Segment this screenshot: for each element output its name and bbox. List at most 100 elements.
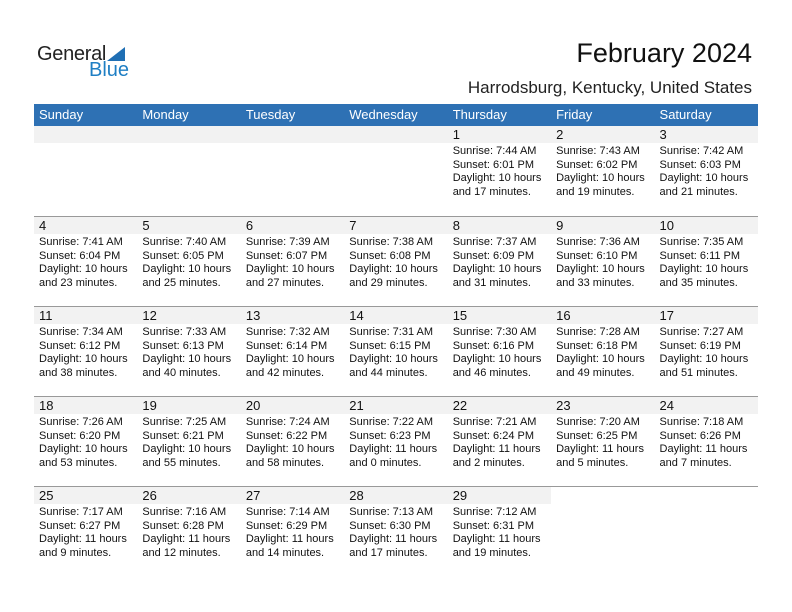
day-cell: 26 Sunrise: 7:16 AM Sunset: 6:28 PM Dayligh… — [137, 487, 241, 576]
sunrise-text: Sunrise: 7:33 AM — [142, 326, 227, 338]
weekday-wednesday: Wednesday — [349, 107, 418, 122]
day-number — [344, 126, 448, 143]
daylight2-text: and 0 minutes. — [349, 456, 422, 469]
sun-info: Sunrise: 7:27 AM Sunset: 6:19 PM Daylight:… — [655, 324, 758, 380]
sunrise-text: Sunrise: 7:31 AM — [349, 326, 434, 338]
sunset-text: Sunset: 6:27 PM — [39, 519, 121, 532]
daylight1-text: Daylight: 10 hours — [452, 263, 542, 275]
week-row: 4 Sunrise: 7:41 AM Sunset: 6:04 PM Daylight… — [34, 216, 758, 306]
weekday-saturday: Saturday — [659, 107, 712, 122]
sunset-text: Sunset: 6:14 PM — [245, 339, 328, 352]
daylight2-text: and 12 minutes. — [142, 546, 221, 559]
sun-info: Sunrise: 7:31 AM Sunset: 6:15 PM Daylight:… — [344, 324, 447, 380]
daylight2-text: and 17 minutes. — [349, 546, 428, 559]
day-cell: 11 Sunrise: 7:34 AM Sunset: 6:12 PM Dayligh… — [34, 307, 138, 396]
daylight1-text: Daylight: 10 hours — [452, 353, 542, 365]
daylight1-text: Daylight: 10 hours — [142, 353, 232, 365]
day-number: 2 — [551, 126, 655, 143]
daylight2-text: and 27 minutes. — [245, 276, 325, 289]
weekday-header: Sunday Monday Tuesday Wednesday Thursday Frid… — [34, 104, 758, 126]
day-number: 25 — [34, 487, 138, 504]
calendar-grid: Sunday Monday Tuesday Wednesday Thursday Frid… — [34, 104, 758, 576]
sun-info: Sunrise: 7:28 AM Sunset: 6:18 PM Daylight:… — [551, 324, 654, 380]
day-number: 23 — [551, 397, 655, 414]
day-number: 11 — [34, 307, 138, 324]
sun-info: Sunrise: 7:38 AM Sunset: 6:08 PM Daylight:… — [344, 234, 447, 290]
week-row: 1 Sunrise: 7:44 AM Sunset: 6:01 PM Daylight… — [34, 126, 758, 216]
sunrise-text: Sunrise: 7:40 AM — [142, 236, 227, 248]
sunset-text: Sunset: 6:07 PM — [245, 249, 328, 262]
day-number: 28 — [344, 487, 448, 504]
day-cell: 20 Sunrise: 7:24 AM Sunset: 6:22 PM Dayligh… — [240, 397, 345, 486]
sunset-text: Sunset: 6:28 PM — [142, 519, 224, 532]
sunrise-text: Sunrise: 7:12 AM — [452, 506, 537, 518]
sun-info: Sunrise: 7:30 AM Sunset: 6:16 PM Daylight:… — [448, 324, 551, 380]
day-number: 16 — [551, 307, 655, 324]
day-cell: 19 Sunrise: 7:25 AM Sunset: 6:21 PM Dayligh… — [137, 397, 241, 486]
week-row: 18 Sunrise: 7:26 AM Sunset: 6:20 PM Dayligh… — [34, 396, 758, 486]
sunset-text: Sunset: 6:15 PM — [349, 339, 431, 352]
day-number: 18 — [34, 397, 138, 414]
daylight1-text: Daylight: 11 hours — [349, 443, 438, 455]
daylight1-text: Daylight: 10 hours — [556, 353, 645, 365]
sun-info: Sunrise: 7:13 AM Sunset: 6:30 PM Daylight:… — [344, 504, 447, 560]
sun-info: Sunrise: 7:20 AM Sunset: 6:25 PM Daylight:… — [551, 414, 654, 470]
daylight1-text: Daylight: 10 hours — [349, 263, 438, 275]
daylight2-text: and 31 minutes. — [452, 276, 531, 289]
daylight2-text: and 55 minutes. — [142, 456, 221, 469]
daylight2-text: and 2 minutes. — [452, 456, 525, 469]
sun-info: Sunrise: 7:21 AM Sunset: 6:24 PM Daylight:… — [448, 414, 551, 470]
daylight2-text: and 29 minutes. — [349, 276, 428, 289]
sunrise-text: Sunrise: 7:44 AM — [452, 145, 537, 157]
empty-cell — [551, 487, 654, 576]
day-cell: 25 Sunrise: 7:17 AM Sunset: 6:27 PM Dayligh… — [34, 487, 138, 576]
sunrise-text: Sunrise: 7:35 AM — [659, 236, 744, 248]
day-cell: 7 Sunrise: 7:38 AM Sunset: 6:08 PM Daylight… — [344, 217, 448, 306]
daylight1-text: Daylight: 10 hours — [245, 353, 335, 365]
day-number: 20 — [240, 397, 345, 414]
day-number: 19 — [137, 397, 241, 414]
day-number — [137, 126, 241, 143]
sunset-text: Sunset: 6:18 PM — [556, 339, 638, 352]
day-number: 1 — [447, 126, 552, 143]
daylight1-text: Daylight: 11 hours — [452, 533, 541, 545]
sun-info: Sunrise: 7:26 AM Sunset: 6:20 PM Daylight:… — [34, 414, 137, 470]
daylight1-text: Daylight: 10 hours — [39, 263, 128, 275]
daylight2-text: and 33 minutes. — [556, 276, 635, 289]
logo: General Blue — [37, 43, 137, 83]
sun-info: Sunrise: 7:42 AM Sunset: 6:03 PM Daylight:… — [655, 143, 758, 199]
sunrise-text: Sunrise: 7:13 AM — [349, 506, 434, 518]
empty-cell — [655, 487, 758, 576]
daylight1-text: Daylight: 10 hours — [39, 443, 128, 455]
sunrise-text: Sunrise: 7:30 AM — [452, 326, 537, 338]
daylight2-text: and 49 minutes. — [556, 366, 635, 379]
sun-info: Sunrise: 7:44 AM Sunset: 6:01 PM Daylight:… — [448, 143, 551, 199]
sun-info: Sunrise: 7:36 AM Sunset: 6:10 PM Daylight:… — [551, 234, 654, 290]
sun-info: Sunrise: 7:12 AM Sunset: 6:31 PM Daylight:… — [448, 504, 551, 560]
day-cell: 13 Sunrise: 7:32 AM Sunset: 6:14 PM Dayligh… — [240, 307, 345, 396]
sunrise-text: Sunrise: 7:20 AM — [556, 416, 640, 428]
sun-info: Sunrise: 7:22 AM Sunset: 6:23 PM Daylight:… — [344, 414, 447, 470]
sun-info: Sunrise: 7:39 AM Sunset: 6:07 PM Daylight:… — [241, 234, 344, 290]
sunset-text: Sunset: 6:16 PM — [452, 339, 535, 352]
sunrise-text: Sunrise: 7:16 AM — [142, 506, 227, 518]
day-number: 21 — [344, 397, 448, 414]
sunset-text: Sunset: 6:10 PM — [556, 249, 638, 262]
daylight1-text: Daylight: 10 hours — [142, 443, 232, 455]
weekday-friday: Friday — [556, 107, 593, 122]
day-cell: 1 Sunrise: 7:44 AM Sunset: 6:01 PM Daylight… — [447, 126, 552, 216]
sunrise-text: Sunrise: 7:36 AM — [556, 236, 640, 248]
sunset-text: Sunset: 6:29 PM — [245, 519, 328, 532]
logo-text-general: General — [37, 43, 107, 65]
daylight2-text: and 46 minutes. — [452, 366, 531, 379]
week-row: 25 Sunrise: 7:17 AM Sunset: 6:27 PM Dayligh… — [34, 486, 758, 576]
daylight1-text: Daylight: 11 hours — [556, 443, 644, 455]
daylight2-text: and 42 minutes. — [245, 366, 325, 379]
day-number: 4 — [34, 217, 138, 234]
daylight2-text: and 9 minutes. — [39, 546, 112, 559]
daylight1-text: Daylight: 10 hours — [39, 353, 128, 365]
daylight1-text: Daylight: 11 hours — [659, 443, 748, 455]
sunrise-text: Sunrise: 7:18 AM — [659, 416, 744, 428]
sunset-text: Sunset: 6:01 PM — [452, 158, 535, 171]
sunset-text: Sunset: 6:30 PM — [349, 519, 431, 532]
